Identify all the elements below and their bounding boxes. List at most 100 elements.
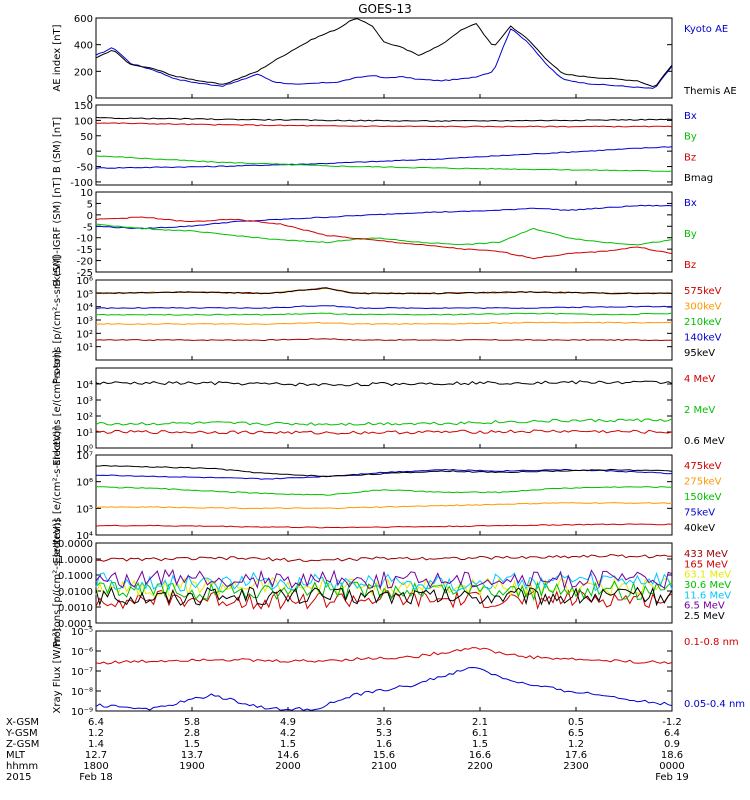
legend-label: 433 MeV bbox=[684, 549, 728, 560]
y-tick-label: 10³ bbox=[76, 396, 93, 407]
legend-label: By bbox=[684, 132, 697, 143]
y-tick-label: 0.0100 bbox=[58, 587, 93, 598]
series-line-275kev bbox=[95, 502, 673, 510]
orbit-value: 1.5 bbox=[472, 739, 488, 750]
panel-electrons_kev: 10⁴ 10⁵ 10⁶ 10⁷ Electrons [e/(cm²-s-sr-keV)]… bbox=[52, 426, 722, 563]
plot-title: GOES-13 bbox=[358, 2, 412, 16]
y-tick-label: 50 bbox=[80, 132, 93, 143]
panel-frame bbox=[95, 191, 673, 273]
series-line-95kev bbox=[95, 287, 673, 295]
series-line-150kev bbox=[96, 486, 673, 496]
orbit-value: 1.4 bbox=[88, 739, 104, 750]
orbit-value: 17.6 bbox=[565, 750, 587, 761]
series-line-4-mev bbox=[95, 429, 673, 435]
series-line-bz bbox=[95, 122, 673, 128]
orbit-value: 0.5 bbox=[568, 717, 584, 728]
series-line-themis-ae bbox=[95, 18, 673, 88]
orbit-value: 1.6 bbox=[376, 739, 392, 750]
series-line-0-05-0-4-nm bbox=[95, 666, 673, 711]
y-tick-label: 10⁻⁵ bbox=[71, 627, 93, 638]
orbit-value: 2200 bbox=[467, 761, 492, 772]
orbit-value: 5.8 bbox=[184, 717, 200, 728]
y-tick-label: 10⁻⁸ bbox=[71, 687, 93, 698]
orbit-table: X-GSM 6.4 5.8 4.9 3.6 2.1 0.5 -1.2 Y-GSM 1.2 2.8 4.… bbox=[5, 717, 689, 783]
y-tick-label: 1.0000 bbox=[58, 555, 93, 566]
orbit-value: 5.3 bbox=[376, 728, 392, 739]
series-line-11-6-mev bbox=[95, 571, 673, 592]
orbit-value: 1900 bbox=[179, 761, 204, 772]
y-tick-label: 10² bbox=[76, 329, 93, 340]
series-line-0-6-mev bbox=[95, 380, 673, 387]
orbit-value: 2100 bbox=[371, 761, 396, 772]
orbit-row-label: Z-GSM bbox=[6, 739, 39, 750]
y-tick-label: 10⁵ bbox=[76, 289, 93, 300]
orbit-value: 15.6 bbox=[373, 750, 395, 761]
orbit-value: 4.2 bbox=[280, 728, 296, 739]
legend-label: 75keV bbox=[684, 508, 715, 519]
y-tick-label: 200 bbox=[74, 67, 93, 78]
orbit-value: 16.6 bbox=[469, 750, 491, 761]
y-axis-label: Electrons [e/(cm²-s-sr-keV)] bbox=[52, 426, 63, 563]
y-tick-label: 10¹ bbox=[76, 343, 93, 354]
orbit-value: 3.6 bbox=[376, 717, 392, 728]
series-line-bmag bbox=[95, 116, 673, 122]
y-tick-label: -15 bbox=[77, 245, 93, 256]
y-tick-label: 150 bbox=[74, 101, 93, 112]
y-tick-label: 0 bbox=[87, 147, 93, 158]
y-tick-label: 10.0000 bbox=[52, 539, 93, 550]
legend-label: 63.1 MeV bbox=[684, 570, 731, 581]
orbit-value: 6.4 bbox=[88, 717, 104, 728]
y-tick-label: -20 bbox=[77, 257, 93, 268]
y-tick-label: 600 bbox=[74, 14, 93, 25]
y-axis-label: Electrons [e/(cm²-s-sr)] bbox=[52, 350, 63, 466]
series-line-by bbox=[95, 223, 673, 246]
legend-label: Bx bbox=[684, 111, 697, 122]
legend-label: Bz bbox=[684, 152, 696, 163]
legend-label: 0.6 MeV bbox=[684, 436, 725, 447]
y-axis-label: Protons [p/(cm²-s-sr-keV)] bbox=[52, 519, 63, 647]
series-line-75kev bbox=[95, 468, 673, 480]
panel-frame bbox=[95, 630, 673, 712]
legend-label: 2.5 MeV bbox=[684, 611, 725, 622]
legend-label: 165 MeV bbox=[684, 559, 728, 570]
series-line-bx bbox=[95, 146, 673, 169]
y-tick-label: 10³ bbox=[76, 316, 93, 327]
y-tick-label: 0 bbox=[87, 94, 93, 105]
legend-label: 30.6 MeV bbox=[684, 580, 731, 591]
y-tick-label: 5 bbox=[87, 199, 93, 210]
y-tick-label: -25 bbox=[77, 268, 93, 279]
orbit-value: -1.2 bbox=[662, 717, 682, 728]
orbit-row-label: X-GSM bbox=[6, 717, 39, 728]
y-tick-label: 10⁻⁷ bbox=[71, 667, 93, 678]
orbit-value: 6.1 bbox=[472, 728, 488, 739]
series-line-6-5-mev bbox=[95, 568, 673, 591]
panel-protons_mev: 10.0000 1.0000 0.1000 0.0100 0.0010 0.0001Pro… bbox=[52, 519, 732, 647]
legend-label: 2 MeV bbox=[684, 405, 715, 416]
legend-label: Themis AE bbox=[683, 86, 737, 97]
series-line-by bbox=[95, 155, 673, 172]
orbit-value: 0.9 bbox=[664, 739, 680, 750]
series-line-140kev bbox=[95, 305, 672, 310]
series-line-bx bbox=[95, 204, 673, 230]
orbit-value: 2.1 bbox=[472, 717, 488, 728]
y-axis-label: Xray Flux [W/m²] bbox=[52, 628, 63, 713]
panel-frame bbox=[95, 104, 673, 186]
y-tick-label: 10⁴ bbox=[76, 380, 93, 391]
panels-group: 0 200 400 600 AE index [nT] Kyoto AE Themis AE… bbox=[52, 14, 745, 718]
legend-label: 11.6 MeV bbox=[684, 590, 731, 601]
y-tick-label: 10⁵ bbox=[76, 504, 93, 515]
panel-bsm: 150 100 50 0 -50 -100 B (SM) [nT] Bx By Bz Bmag bbox=[52, 101, 713, 189]
y-tick-label: 0.0010 bbox=[58, 603, 93, 614]
y-tick-label: 0.0001 bbox=[58, 619, 93, 630]
series-line-kyoto-ae bbox=[95, 28, 673, 89]
y-tick-label: -5 bbox=[83, 222, 93, 233]
series-line-475kev bbox=[95, 523, 673, 529]
panel-ae: 0 200 400 600 AE index [nT] Kyoto AE Themis AE bbox=[52, 14, 737, 105]
y-tick-label: 10⁻⁶ bbox=[71, 647, 93, 658]
orbit-value: 18.6 bbox=[661, 750, 683, 761]
orbit-row-label: hhmm bbox=[6, 761, 38, 772]
orbit-value: 1.2 bbox=[568, 739, 584, 750]
y-tick-label: 10⁶ bbox=[76, 478, 93, 489]
